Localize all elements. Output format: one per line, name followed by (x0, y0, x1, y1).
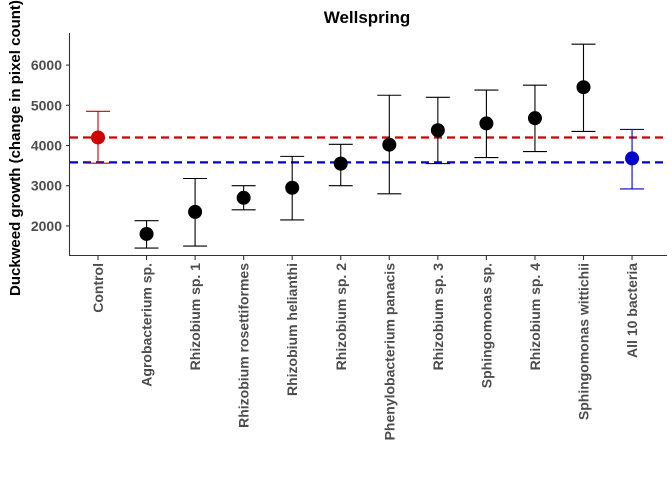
x-tick-label: Sphingomonas sp. (478, 263, 494, 388)
y-tick-label: 5000 (31, 97, 62, 113)
x-tick-label: Rhizobium sp. 1 (187, 263, 203, 371)
data-point (91, 130, 105, 145)
x-axis: Control Agrobacterium sp. Rhizobium sp. 1 R… (90, 256, 640, 440)
x-tick-label: Rhizobium sp. 4 (527, 263, 543, 371)
x-tick-label: Control (90, 263, 106, 313)
x-tick-label: Sphingomonas wittichii (576, 263, 592, 420)
chart-title: Wellspring (324, 8, 411, 27)
y-tick-label: 4000 (31, 138, 62, 154)
reference-lines (70, 136, 666, 164)
y-axis-label: Duckweed growth (change in pixel count) (7, 0, 24, 296)
data-point (527, 111, 542, 126)
y-tick-label: 3000 (31, 178, 62, 194)
data-point (430, 123, 445, 138)
y-tick-label: 2000 (31, 218, 62, 234)
data-point (139, 226, 154, 241)
data-point (382, 137, 397, 152)
data-point (625, 151, 640, 166)
data-point (285, 180, 300, 195)
x-tick-label: Phenylobacterium panacis (381, 263, 397, 441)
y-axis: 2000 3000 4000 5000 6000 (31, 57, 70, 234)
data-point (576, 80, 591, 95)
data-point (333, 156, 348, 171)
x-tick-label: Rhizobium helianthi (284, 263, 300, 396)
x-tick-label: Rhizobium sp. 2 (333, 263, 349, 371)
x-tick-label: Rhizobium sp. 3 (430, 263, 446, 371)
x-tick-label: Rhizobium rosettiformes (236, 263, 252, 428)
data-point (188, 204, 203, 219)
x-tick-label: All 10 bacteria (624, 263, 640, 358)
y-tick-label: 6000 (31, 57, 62, 73)
data-point (236, 190, 251, 205)
x-tick-label: Agrobacterium sp. (139, 263, 155, 387)
data-point (479, 116, 494, 131)
data-marks (86, 43, 645, 249)
